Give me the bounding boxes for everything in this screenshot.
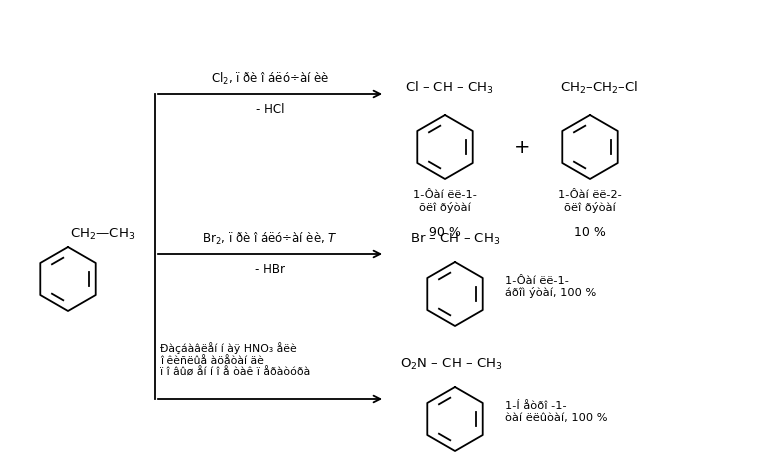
Text: 1-Ôàí ëë-1-
áðîì ýòàí, 100 %: 1-Ôàí ëë-1- áðîì ýòàí, 100 %	[505, 275, 597, 298]
Text: CH$_2$—CH$_3$: CH$_2$—CH$_3$	[70, 226, 135, 241]
Text: Ðàçáàâëåí í àÿ HNO₃ åëè
î êèñëûå àöåòàí äè
ï î âûø åí í î å òàê ï åðàòóðà: Ðàçáàâëåí í àÿ HNO₃ åëè î êèñëûå àöåòàí …	[160, 341, 310, 376]
Text: - HCl: - HCl	[256, 103, 285, 116]
Text: Br$_2$, ï ðè î áëó÷àí èè, $T$: Br$_2$, ï ðè î áëó÷àí èè, $T$	[202, 230, 338, 246]
Text: Cl$_2$, ï ðè î áëó÷àí èè: Cl$_2$, ï ðè î áëó÷àí èè	[211, 71, 329, 87]
Text: 10 %: 10 %	[574, 225, 606, 239]
Text: CH$_2$–CH$_2$–Cl: CH$_2$–CH$_2$–Cl	[560, 80, 638, 96]
Text: - HBr: - HBr	[255, 263, 285, 275]
Text: 90 %: 90 %	[429, 225, 461, 239]
Text: 1-Í åòðî -1-
òàí ëëûòàí, 100 %: 1-Í åòðî -1- òàí ëëûòàí, 100 %	[505, 400, 607, 422]
Text: Br – CH – CH$_3$: Br – CH – CH$_3$	[410, 231, 500, 246]
Text: Cl – CH – CH$_3$: Cl – CH – CH$_3$	[405, 80, 493, 96]
Text: 1-Ôàí ëë-2-
õëî ðýòàí: 1-Ôàí ëë-2- õëî ðýòàí	[558, 190, 622, 213]
Text: +: +	[514, 138, 531, 157]
Text: O$_2$N – CH – CH$_3$: O$_2$N – CH – CH$_3$	[400, 356, 502, 371]
Text: 1-Ôàí ëë-1-
õëî ðýòàí: 1-Ôàí ëë-1- õëî ðýòàí	[413, 190, 477, 213]
